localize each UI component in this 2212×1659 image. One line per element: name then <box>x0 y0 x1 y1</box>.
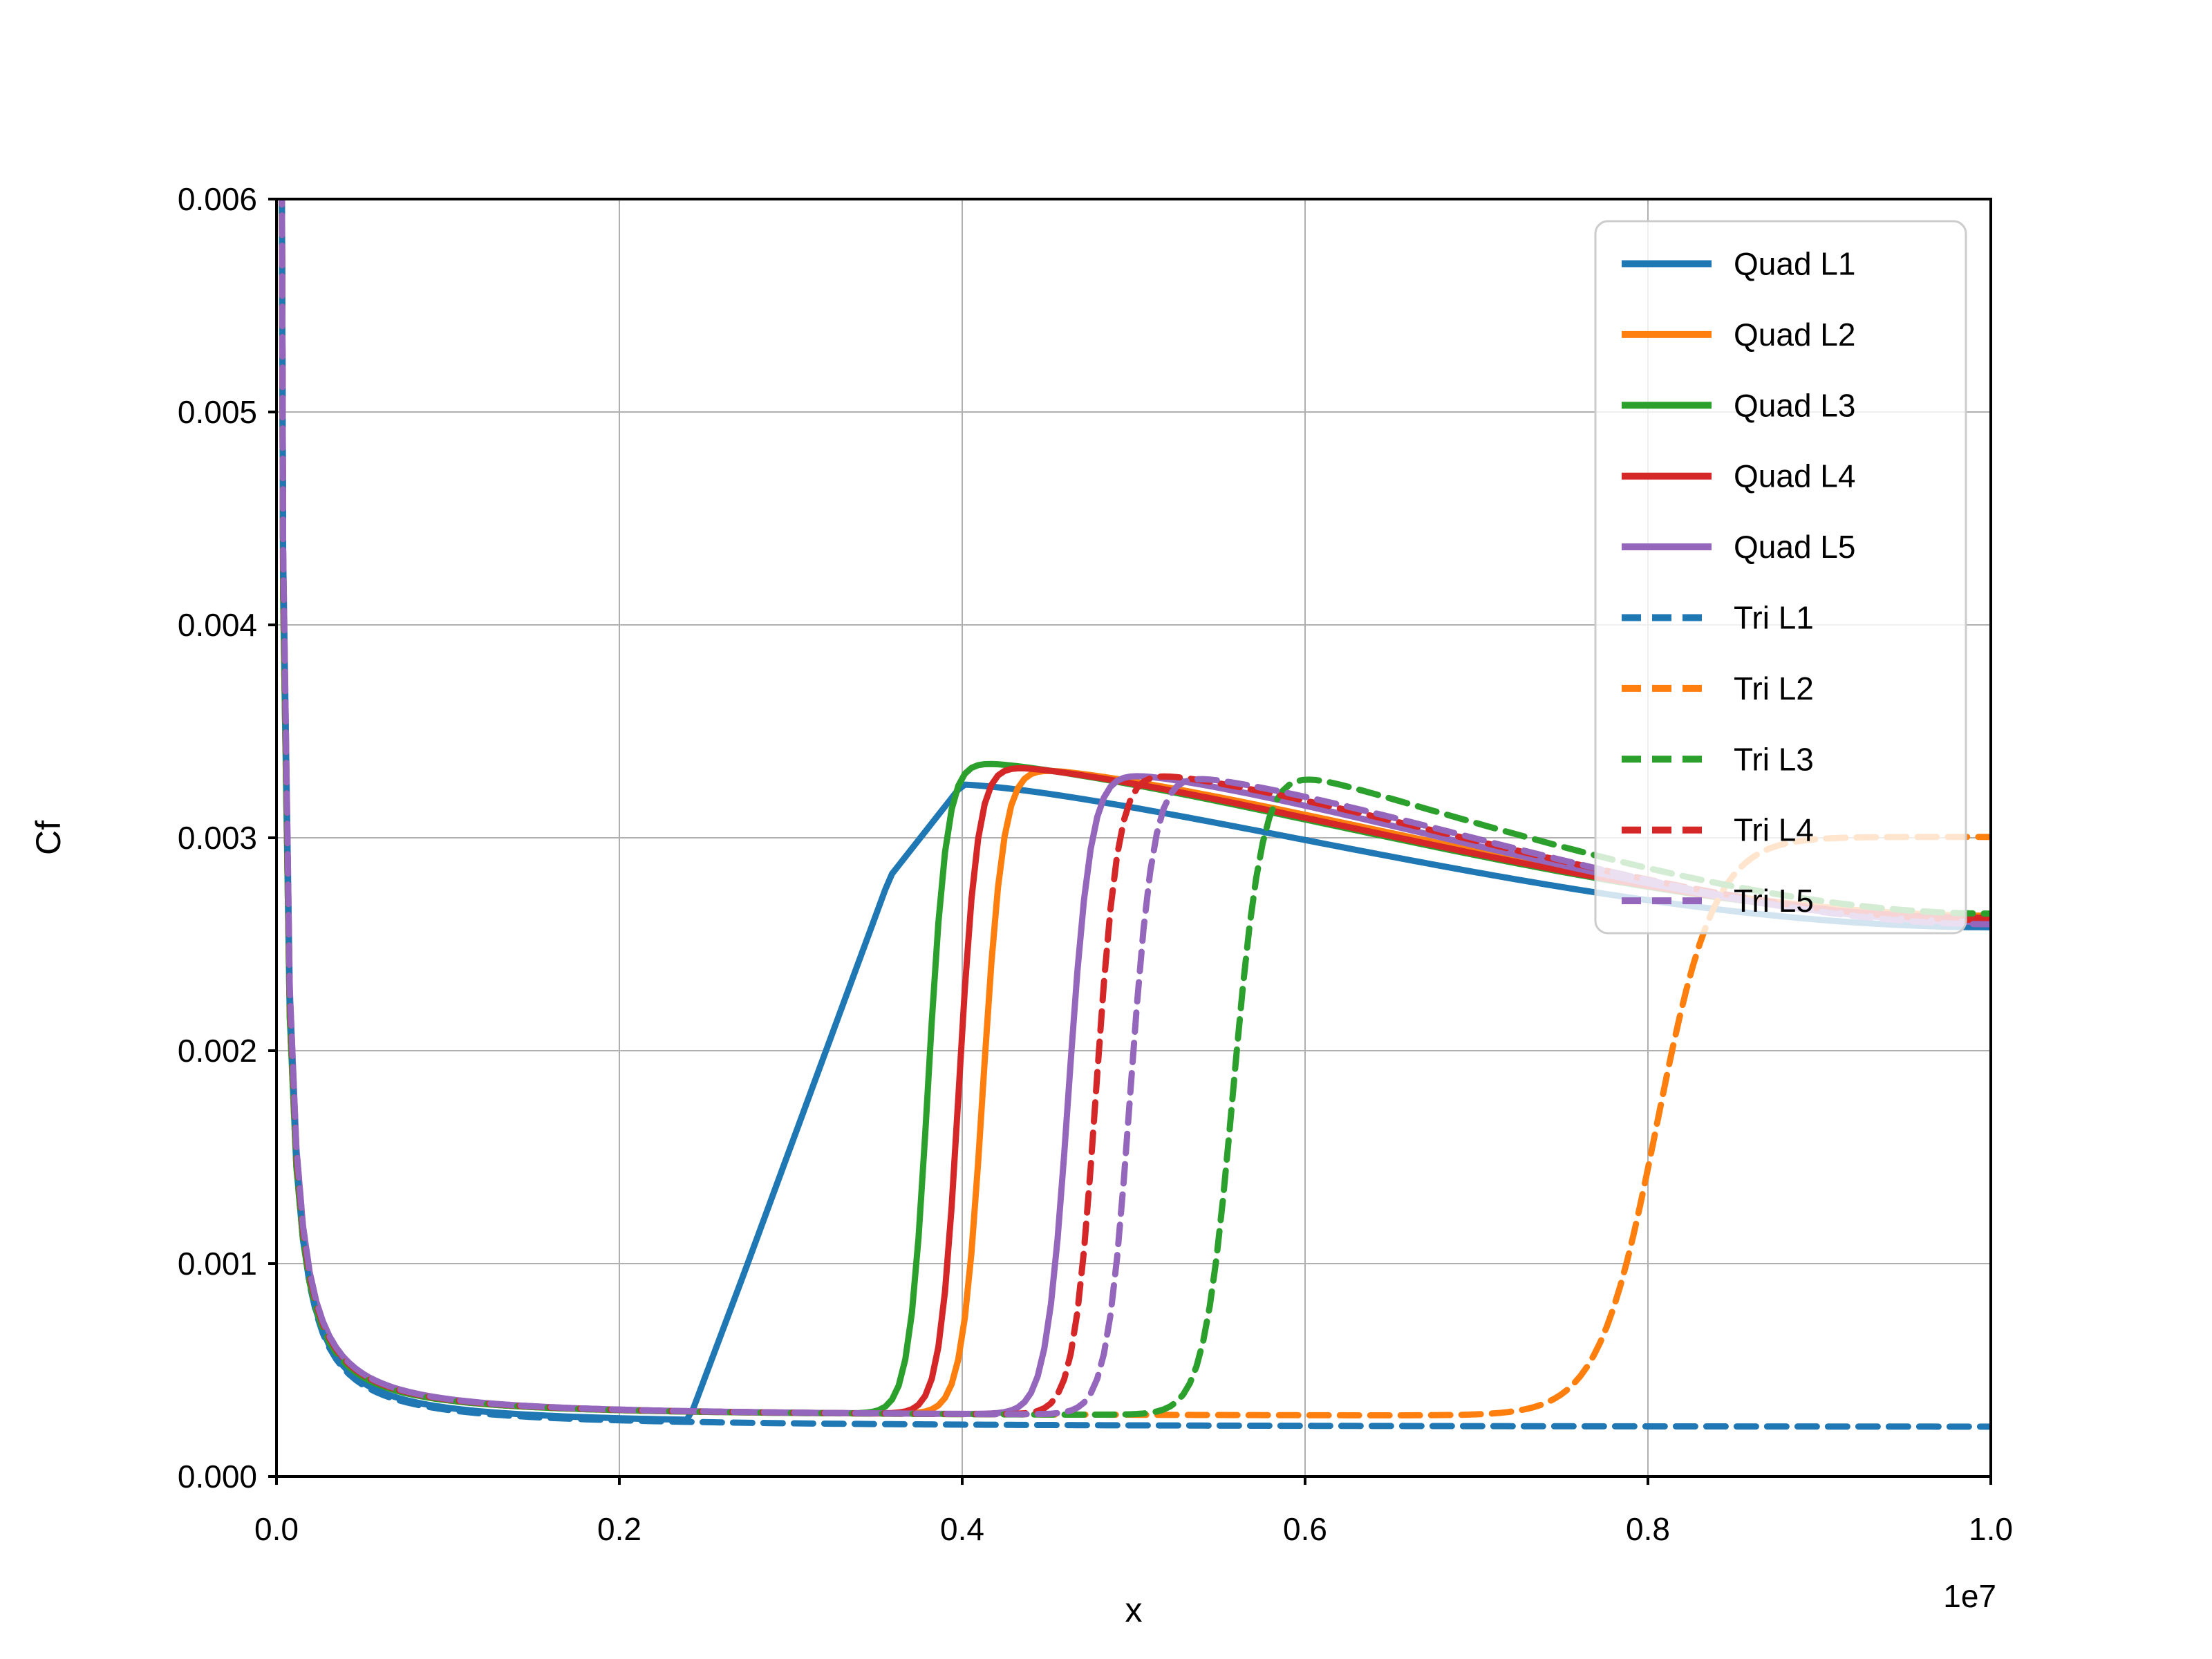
svg-text:0.6: 0.6 <box>1283 1511 1327 1547</box>
svg-text:Tri L3: Tri L3 <box>1734 741 1814 777</box>
svg-text:0.001: 0.001 <box>178 1246 257 1282</box>
svg-text:0.003: 0.003 <box>178 820 257 856</box>
svg-text:Quad L5: Quad L5 <box>1734 529 1855 565</box>
svg-text:0.0: 0.0 <box>254 1511 299 1547</box>
svg-text:0.004: 0.004 <box>178 607 257 643</box>
svg-text:1e7: 1e7 <box>1943 1578 1996 1614</box>
svg-text:0.4: 0.4 <box>940 1511 984 1547</box>
svg-text:Quad L3: Quad L3 <box>1734 387 1855 423</box>
svg-text:0.000: 0.000 <box>178 1459 257 1494</box>
svg-text:0.006: 0.006 <box>178 181 257 217</box>
svg-text:Cf: Cf <box>29 821 68 855</box>
svg-text:Tri L5: Tri L5 <box>1734 883 1814 919</box>
svg-text:Quad L2: Quad L2 <box>1734 317 1855 353</box>
svg-text:Quad L4: Quad L4 <box>1734 458 1855 494</box>
svg-text:Tri L2: Tri L2 <box>1734 671 1814 706</box>
svg-text:Tri L1: Tri L1 <box>1734 600 1814 636</box>
svg-text:Quad L1: Quad L1 <box>1734 246 1855 282</box>
svg-text:0.005: 0.005 <box>178 394 257 430</box>
svg-text:0.2: 0.2 <box>597 1511 641 1547</box>
svg-text:0.8: 0.8 <box>1626 1511 1670 1547</box>
svg-text:x: x <box>1125 1591 1143 1629</box>
svg-text:1.0: 1.0 <box>1969 1511 2013 1547</box>
svg-text:0.002: 0.002 <box>178 1033 257 1069</box>
svg-text:Tri L4: Tri L4 <box>1734 812 1814 848</box>
